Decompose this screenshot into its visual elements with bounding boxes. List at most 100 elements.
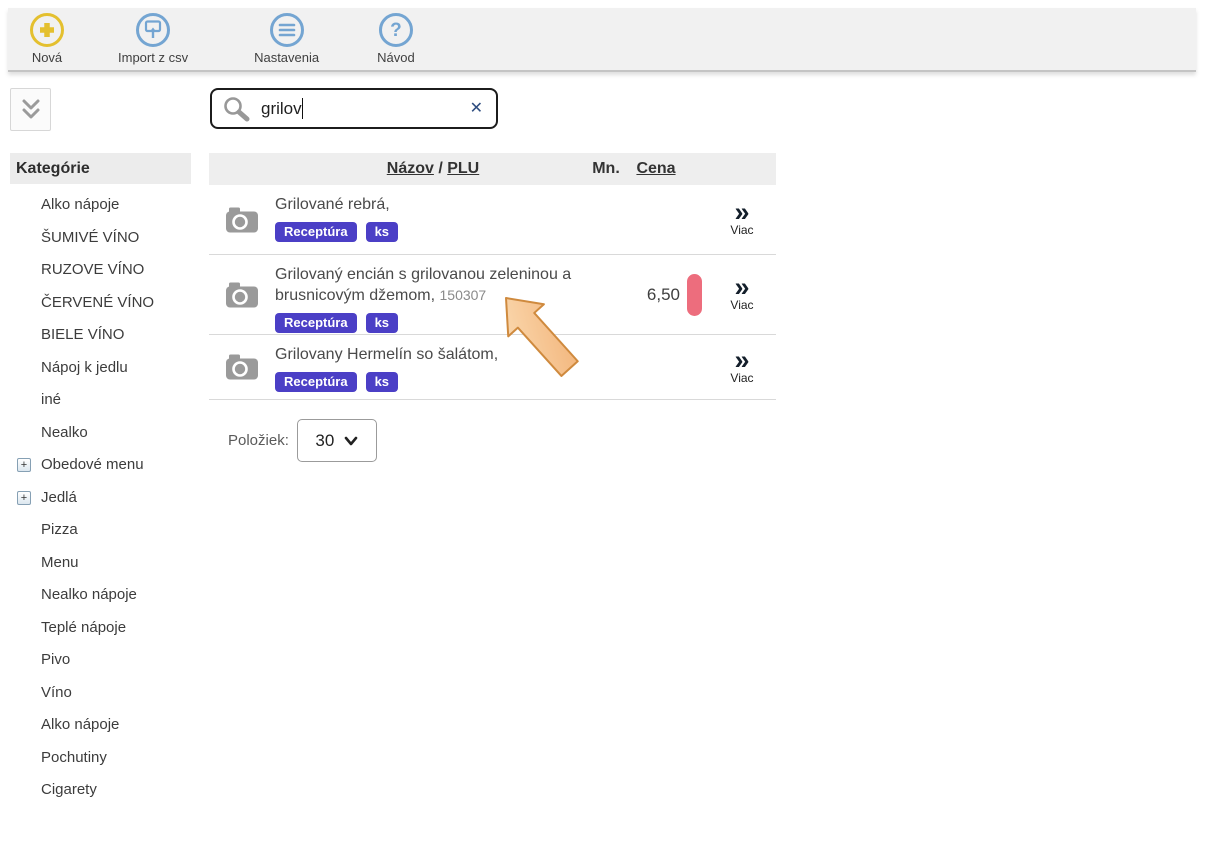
sidebar-category-item[interactable]: Nápoj k jedlu xyxy=(10,352,191,385)
items-per-page-select[interactable]: 30 xyxy=(296,419,377,462)
product-price xyxy=(620,185,680,254)
more-button[interactable]: » Viac xyxy=(708,255,776,334)
sidebar-category-item[interactable]: Cigarety xyxy=(10,774,191,807)
product-name: Grilované rebrá, xyxy=(275,196,390,213)
more-button[interactable]: » Viac xyxy=(708,185,776,254)
chevron-right-icon: » xyxy=(734,344,750,375)
import-csv-button[interactable]: Import z csv xyxy=(102,13,204,65)
more-label: Viac xyxy=(730,370,754,385)
plus-icon xyxy=(30,13,64,47)
import-upload-icon xyxy=(136,13,171,47)
items-per-page-value: 30 xyxy=(315,430,335,450)
search-icon xyxy=(224,96,250,121)
chevron-right-icon: » xyxy=(734,272,750,302)
sidebar-category-item[interactable]: Alko nápoje xyxy=(10,709,191,742)
product-info-cell: Grilovany Hermelín so šalátom, Receptúra… xyxy=(275,335,620,399)
new-button-label: Nová xyxy=(31,50,63,65)
sort-by-price[interactable]: Cena xyxy=(636,160,676,177)
product-badges: Receptúra ks xyxy=(275,372,595,393)
guide-button[interactable]: ? Návod xyxy=(361,13,431,65)
collapse-sidebar-button[interactable] xyxy=(10,88,51,131)
camera-icon xyxy=(226,282,258,307)
sidebar-category-item[interactable]: Alko nápoje xyxy=(10,189,191,222)
category-label: Teplé nápoje xyxy=(41,618,127,636)
product-badges: Receptúra ks xyxy=(275,313,595,334)
category-label: Víno xyxy=(41,683,72,701)
category-label: Obedové menu xyxy=(41,456,144,473)
more-label: Viac xyxy=(730,223,754,237)
product-image-cell xyxy=(209,185,275,254)
quantity-header: Mn. xyxy=(592,160,620,177)
more-label: Viac xyxy=(730,298,754,312)
chevron-down-icon xyxy=(345,436,358,445)
category-label: Alko nápoje xyxy=(41,196,120,213)
camera-icon xyxy=(226,207,258,232)
sidebar-category-item[interactable]: Pivo xyxy=(10,644,191,677)
toolbar: Nová Import z csv Nastavenia ? Návod xyxy=(8,8,1196,72)
product-table: Názov / PLU Mn. Cena Grilované rebrá, Re… xyxy=(209,153,776,400)
import-csv-label: Import z csv xyxy=(118,50,189,65)
badge: Receptúra xyxy=(275,313,357,334)
text-caret xyxy=(301,98,304,119)
product-image-cell xyxy=(209,255,275,334)
product-plu: 150307 xyxy=(439,287,487,303)
double-chevron-down-icon xyxy=(22,99,39,118)
category-label: BIELE VÍNO xyxy=(41,326,125,343)
badge: Receptúra xyxy=(275,372,357,393)
sidebar-category-item[interactable]: Nealko nápoje xyxy=(10,579,191,612)
sidebar: Kategórie Alko nápoje ŠUMIVÉ VÍNO RUZOVE… xyxy=(10,153,191,807)
category-label: Jedlá xyxy=(41,488,77,506)
camera-icon xyxy=(226,354,258,380)
sidebar-category-item[interactable]: iné xyxy=(10,384,191,417)
sidebar-category-item[interactable]: BIELE VÍNO xyxy=(10,319,191,352)
table-row[interactable]: Grilovany Hermelín so šalátom, Receptúra… xyxy=(209,335,776,400)
sidebar-category-item[interactable]: Menu xyxy=(10,547,191,580)
stock-indicator-pill xyxy=(686,273,702,316)
question-icon: ? xyxy=(378,13,413,47)
product-price: 6,50 xyxy=(646,284,680,304)
badge: Receptúra xyxy=(275,222,357,243)
more-button[interactable]: » Viac xyxy=(708,335,776,399)
table-header: Názov / PLU Mn. Cena xyxy=(209,153,776,185)
sidebar-category-item[interactable]: Teplé nápoje xyxy=(10,612,191,645)
settings-label: Nastavenia xyxy=(254,50,320,65)
category-label: ČERVENÉ VÍNO xyxy=(41,293,155,311)
product-info-cell: Grilované rebrá, Receptúra ks xyxy=(275,185,620,254)
sidebar-category-item[interactable]: Nealko xyxy=(10,417,191,450)
sort-by-name[interactable]: Názov xyxy=(386,160,434,177)
clear-search-icon[interactable]: ✕ xyxy=(469,99,483,117)
search-input[interactable]: grilov xyxy=(261,98,302,118)
badge: ks xyxy=(365,313,399,334)
settings-button[interactable]: Nastavenia xyxy=(238,13,335,65)
product-name: Grilovany Hermelín so šalátom, xyxy=(275,346,499,363)
category-label: ŠUMIVÉ VÍNO xyxy=(41,228,140,246)
sidebar-category-item[interactable]: ŠUMIVÉ VÍNO xyxy=(10,222,191,255)
expand-plus-icon[interactable]: + xyxy=(17,458,31,472)
product-price xyxy=(620,335,680,399)
sidebar-category-item[interactable]: Pochutiny xyxy=(10,742,191,775)
product-badges: Receptúra ks xyxy=(275,222,595,243)
sidebar-category-item[interactable]: + Jedlá xyxy=(10,482,191,515)
category-label: Pochutiny xyxy=(41,748,107,766)
expand-plus-icon[interactable]: + xyxy=(17,490,31,505)
sort-by-plu[interactable]: PLU xyxy=(447,160,480,177)
table-row[interactable]: Grilované rebrá, Receptúra ks » Viac xyxy=(209,185,776,255)
table-row[interactable]: Grilovaný encián s grilovanou zeleninou … xyxy=(209,255,776,335)
items-per-page-label: Položiek: xyxy=(228,432,289,449)
new-button[interactable]: Nová xyxy=(14,13,80,65)
sidebar-category-item[interactable]: Pizza xyxy=(10,514,191,547)
stock-cell xyxy=(680,185,708,254)
pagination: Položiek: 30 xyxy=(228,419,377,462)
sidebar-category-item[interactable]: + Obedové menu xyxy=(10,449,191,482)
guide-label: Návod xyxy=(377,50,415,65)
badge: ks xyxy=(365,222,399,243)
category-label: Nápoj k jedlu xyxy=(41,358,128,376)
category-label: RUZOVE VÍNO xyxy=(41,261,145,278)
stock-cell xyxy=(680,335,708,399)
sidebar-category-item[interactable]: RUZOVE VÍNO xyxy=(10,254,191,287)
sidebar-category-item[interactable]: Víno xyxy=(10,677,191,710)
chevron-right-icon: » xyxy=(734,197,750,227)
table-body: Grilované rebrá, Receptúra ks » Viac Gril… xyxy=(209,185,776,400)
sidebar-category-item[interactable]: ČERVENÉ VÍNO xyxy=(10,287,191,320)
category-label: Menu xyxy=(41,553,79,571)
